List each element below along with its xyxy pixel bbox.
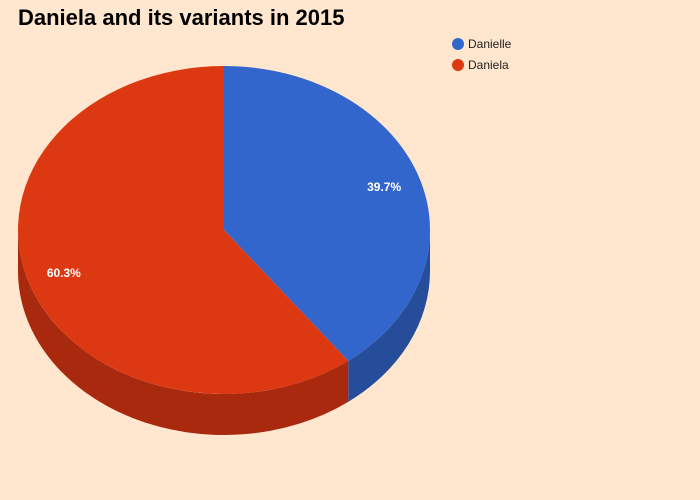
legend-swatch-daniela [452, 59, 464, 71]
legend-label-danielle: Danielle [468, 37, 512, 51]
pie-slice-daniela[interactable] [18, 66, 349, 394]
slice-label-daniela: 60.3% [47, 266, 81, 280]
pie-tops [18, 66, 431, 394]
pie-side-daniela [18, 230, 349, 436]
chart-title: Daniela and its variants in 2015 [18, 5, 345, 30]
legend-label-daniela: Daniela [468, 58, 509, 72]
pie-side-danielle [348, 230, 430, 402]
slice-label-danielle: 39.7% [367, 180, 401, 194]
pie-sides [18, 230, 430, 436]
pie-labels: 39.7% 60.3% [47, 180, 402, 280]
pie-slice-danielle[interactable] [224, 66, 431, 361]
legend-swatch-danielle [452, 38, 464, 50]
